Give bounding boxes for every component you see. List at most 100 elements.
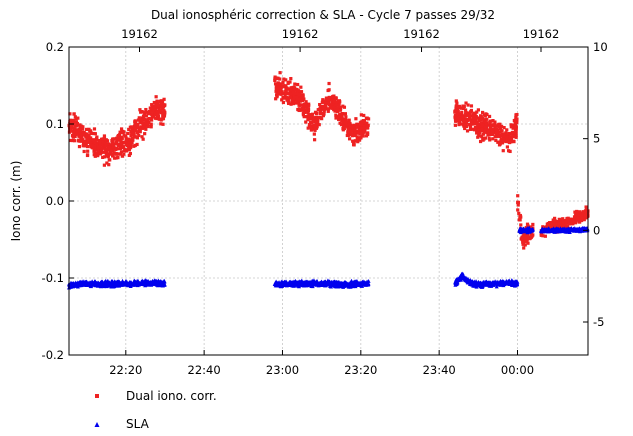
data-point-dual-iono (103, 147, 107, 151)
data-point-dual-iono (295, 95, 299, 99)
data-point-dual-iono (575, 217, 579, 221)
data-point-dual-iono (291, 90, 295, 95)
data-point-dual-iono (525, 236, 529, 240)
data-point-dual-iono (308, 125, 313, 129)
data-point-dual-iono (361, 119, 366, 123)
data-point-dual-iono (306, 111, 310, 115)
data-point-dual-iono (141, 126, 146, 130)
data-point-dual-iono (453, 123, 457, 127)
data-point-dual-iono (115, 140, 119, 144)
data-point-dual-iono (118, 145, 123, 149)
data-point-sla (455, 276, 460, 281)
data-point-dual-iono (515, 112, 519, 117)
data-point-dual-iono (512, 134, 516, 139)
data-point-dual-iono (310, 120, 314, 125)
data-point-dual-iono (89, 136, 93, 140)
data-point-dual-iono (357, 138, 362, 142)
data-point-dual-iono (499, 139, 503, 143)
data-point-dual-iono (99, 151, 103, 155)
data-point-sla (155, 281, 160, 285)
data-point-dual-iono (128, 125, 132, 129)
data-point-dual-iono (144, 107, 148, 112)
data-point-dual-iono (487, 114, 492, 119)
data-point-dual-iono (466, 113, 470, 118)
data-point-dual-iono (149, 107, 153, 111)
data-point-dual-iono (331, 94, 335, 99)
data-point-sla (467, 278, 472, 283)
data-point-dual-iono (281, 84, 285, 88)
data-point-sla (82, 283, 87, 287)
data-point-dual-iono (499, 137, 503, 141)
data-point-sla (274, 283, 279, 288)
data-point-dual-iono (461, 106, 466, 110)
data-point-dual-iono (129, 143, 133, 147)
data-point-dual-iono (480, 135, 484, 139)
data-point-dual-iono (511, 130, 515, 135)
data-point-dual-iono (565, 216, 569, 221)
data-point-dual-iono (68, 127, 72, 131)
data-point-sla (132, 278, 137, 283)
data-point-dual-iono (304, 110, 308, 114)
data-point-dual-iono (460, 110, 464, 114)
data-point-dual-iono (112, 151, 116, 155)
y2-tick-label: 0 (593, 223, 600, 237)
data-point-dual-iono (72, 139, 77, 143)
data-point-dual-iono (570, 220, 575, 224)
data-point-dual-iono (475, 110, 479, 114)
data-point-dual-iono (127, 145, 132, 149)
data-point-dual-iono (143, 125, 147, 129)
data-point-dual-iono (310, 116, 314, 120)
data-point-dual-iono (355, 129, 359, 133)
data-point-dual-iono (539, 232, 543, 236)
data-point-dual-iono (102, 155, 107, 159)
data-point-sla (287, 279, 292, 284)
data-point-dual-iono (529, 231, 534, 235)
data-point-dual-iono (473, 118, 477, 122)
data-point-dual-iono (503, 132, 507, 136)
data-point-dual-iono (74, 120, 79, 124)
data-point-dual-iono (101, 150, 105, 154)
top-tick-label: 19162 (282, 27, 319, 41)
data-point-dual-iono (273, 77, 277, 81)
data-point-sla (354, 282, 359, 287)
data-point-dual-iono (489, 119, 493, 123)
data-point-dual-iono (93, 144, 97, 149)
data-point-dual-iono (274, 89, 278, 93)
data-point-dual-iono (121, 145, 126, 149)
data-point-dual-iono (72, 130, 76, 135)
data-point-dual-iono (71, 138, 75, 143)
data-point-sla (482, 282, 487, 287)
data-point-dual-iono (147, 116, 151, 121)
data-point-sla (484, 281, 489, 286)
data-point-dual-iono (74, 117, 78, 121)
data-point-sla (297, 281, 302, 286)
x-tick-label: 22:20 (109, 363, 142, 377)
data-point-dual-iono (79, 133, 83, 137)
data-point-sla (568, 226, 573, 231)
data-point-dual-iono (106, 142, 110, 146)
data-point-dual-iono (126, 131, 130, 136)
data-point-dual-iono (276, 81, 280, 85)
data-point-dual-iono (124, 139, 128, 143)
data-point-dual-iono (72, 112, 76, 116)
data-point-dual-iono (124, 134, 128, 138)
data-point-sla (162, 278, 167, 283)
data-point-dual-iono (505, 135, 509, 139)
data-point-dual-iono (285, 95, 289, 100)
data-point-dual-iono (155, 99, 159, 103)
data-point-dual-iono (119, 139, 123, 143)
data-point-sla (317, 281, 322, 286)
chart-title: Dual ionosphéric correction & SLA - Cycl… (151, 8, 495, 22)
data-point-dual-iono (464, 101, 468, 105)
data-point-dual-iono (346, 130, 350, 134)
data-point-dual-iono (361, 131, 365, 136)
data-point-dual-iono (339, 123, 344, 127)
data-point-dual-iono (337, 117, 341, 122)
data-point-sla (527, 228, 532, 233)
data-point-dual-iono (566, 224, 570, 228)
data-point-dual-iono (292, 87, 296, 91)
data-point-dual-iono (295, 100, 299, 104)
data-point-dual-iono (573, 210, 577, 214)
data-point-dual-iono (299, 99, 303, 103)
data-point-dual-iono (279, 87, 283, 91)
